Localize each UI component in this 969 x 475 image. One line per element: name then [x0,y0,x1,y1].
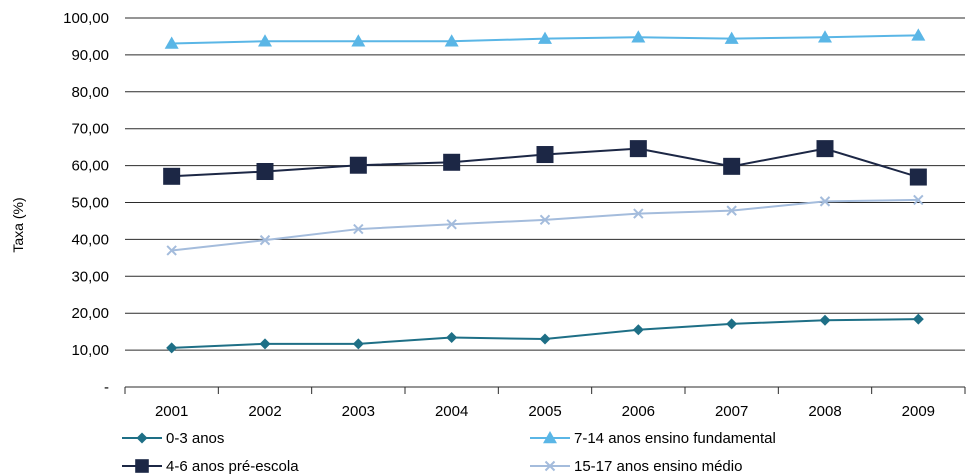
legend-item: 7-14 anos ensino fundamental [530,430,776,447]
legend-item: 0-3 anos [122,430,224,447]
y-tick-label: 100,00 [63,10,109,27]
legend-marker-diamond [136,432,148,444]
data-point-diamond [259,338,271,350]
x-tick-label: 2009 [902,403,935,420]
data-point-square [723,157,741,175]
data-point-diamond [446,332,458,344]
y-tick-labels: - 10,00 20,00 30,00 40,00 50,00 60,00 70,00 80,0… [63,10,109,396]
data-point-square [256,163,274,181]
data-point-diamond [912,313,924,325]
marker-stroke [353,223,364,235]
marker-stroke [446,219,457,230]
data-point-triangle [351,34,366,47]
data-point-triangle [538,31,552,44]
marker-stroke [544,460,556,472]
x-tick-label: 2004 [435,403,468,420]
legend-marker-square [135,459,149,473]
y-tick-label: 70,00 [71,121,109,138]
data-point-triangle [911,28,926,41]
data-point-x [353,223,364,235]
legend-label: 15-17 anos ensino médio [574,458,742,475]
y-tick-label: 60,00 [71,158,109,175]
data-point-x [913,194,924,206]
series-lines [171,34,919,349]
y-tick-label: 20,00 [71,305,109,322]
data-point-diamond [819,314,831,326]
data-point-triangle [818,30,832,43]
marker-stroke [539,214,551,226]
data-point-x [726,205,737,216]
legend-item: 4-6 anos pré-escola [122,458,299,475]
x-tick-label: 2006 [622,403,655,420]
y-tick-label: 40,00 [71,231,109,248]
data-point-triangle [164,36,179,49]
data-point-x [446,219,457,230]
y-tick-label: 10,00 [71,342,109,359]
data-point-square [629,140,647,158]
data-point-x [259,234,271,246]
y-tick-label: 80,00 [71,84,109,101]
data-point-triangle [724,31,739,44]
data-point-square [909,168,927,186]
y-axis-title: Taxa (%) [10,197,26,252]
data-point-triangle [444,34,459,47]
marker-stroke [819,196,831,207]
legend-label: 0-3 anos [166,430,224,447]
x-tick-label: 2008 [808,403,841,420]
y-tick-label: - [104,379,109,396]
marker-stroke [913,194,924,206]
x-tick-label: 2001 [155,403,188,420]
marker-stroke [726,205,737,216]
legend-label: 4-6 anos pré-escola [166,458,299,475]
data-point-square [816,140,834,158]
x-axis: 2001 2002 2003 2004 2005 2006 2007 2008 2009 [124,386,966,420]
y-tick-label: 30,00 [71,268,109,285]
marker-stroke [633,208,644,219]
y-tick-label: 50,00 [71,195,109,212]
data-point-diamond [539,333,551,345]
data-point-triangle [631,30,646,43]
data-point-square [349,156,367,174]
series-line [171,198,919,252]
data-point-square [536,146,554,164]
data-point-square [443,153,461,171]
data-point-diamond [632,324,644,336]
legend-marker-triangle [543,431,557,444]
data-point-diamond [166,342,178,354]
legend-item: 15-17 anos ensino médio [530,458,742,475]
data-point-square [163,167,181,185]
marker-stroke [259,234,271,246]
data-point-x [166,245,177,256]
series-markers [163,28,927,354]
data-point-diamond [726,318,738,330]
y-tick-label: 90,00 [71,47,109,64]
data-point-x [633,208,644,219]
marker-stroke [166,245,177,256]
x-tick-label: 2007 [715,403,748,420]
legend-marker-x [544,460,556,472]
gridlines [125,17,965,351]
data-point-diamond [352,338,364,350]
data-point-x [819,196,831,207]
data-point-x [539,214,551,226]
legend-label: 7-14 anos ensino fundamental [574,430,776,447]
x-tick-label: 2002 [248,403,281,420]
x-tick-label: 2003 [342,403,375,420]
x-tick-label: 2005 [528,403,561,420]
data-point-triangle [258,34,272,47]
legend: 0-3 anos 7-14 anos ensino fundamental 4-6 … [122,430,776,475]
